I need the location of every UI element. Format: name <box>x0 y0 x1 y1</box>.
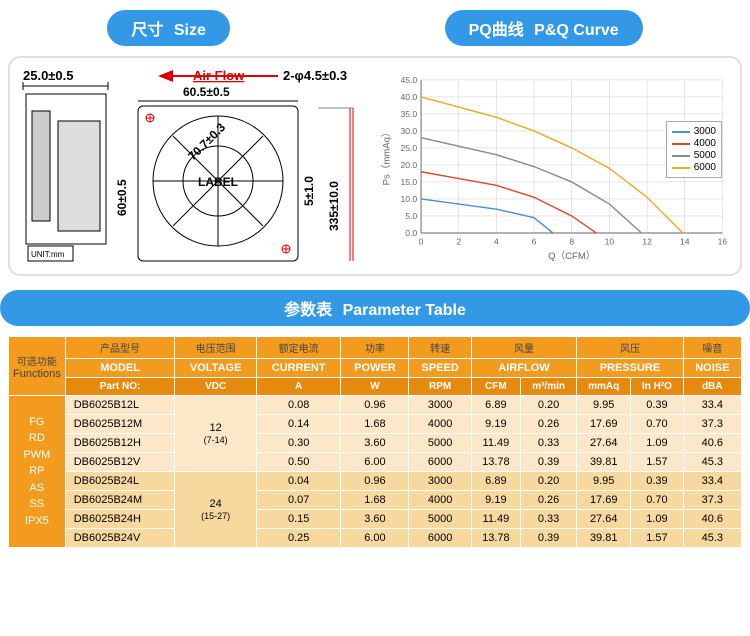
svg-text:45.0: 45.0 <box>400 75 417 85</box>
mechanical-drawing: 25.0±0.5 UNIT:mm Air Flow 2-φ4.5±0.3 60.… <box>18 66 378 266</box>
legend-item: 4000 <box>672 138 716 149</box>
param-cn: 参数表 <box>284 302 332 319</box>
svg-text:20.0: 20.0 <box>400 160 417 170</box>
svg-text:16: 16 <box>718 236 728 246</box>
svg-text:8: 8 <box>569 236 574 246</box>
legend-item: 6000 <box>672 162 716 173</box>
svg-text:6: 6 <box>532 236 537 246</box>
svg-text:25.0: 25.0 <box>400 143 417 153</box>
svg-text:5.0: 5.0 <box>405 211 417 221</box>
dim-right: 5±1.0 <box>302 176 316 206</box>
legend-item: 3000 <box>672 126 716 137</box>
top-headers: 尺寸 Size PQ曲线 P&Q Curve <box>0 0 750 56</box>
parameter-table: 可选功能Functions产品型号电压范围额定电流功率转速风量风压噪音MODEL… <box>8 336 742 548</box>
pq-chart: 0 2 4 6 8 10 12 14 16 0.0 5.0 10.0 15.0 20.0 25.0 30.0 3… <box>378 66 732 266</box>
dim-left: 25.0±0.5 <box>23 68 74 83</box>
drawing-svg: 25.0±0.5 UNIT:mm Air Flow 2-φ4.5±0.3 60.… <box>18 66 378 266</box>
svg-text:15.0: 15.0 <box>400 177 417 187</box>
dim-lead: 335±10.0 <box>327 181 341 231</box>
pq-cn: PQ曲线 <box>469 22 524 39</box>
param-en: Parameter Table <box>343 302 466 319</box>
svg-text:10.0: 10.0 <box>400 194 417 204</box>
svg-text:40.0: 40.0 <box>400 92 417 102</box>
dim-top: 2-φ4.5±0.3 <box>283 68 347 83</box>
svg-text:Ps（mmAq）: Ps（mmAq） <box>380 128 392 186</box>
svg-text:10: 10 <box>605 236 615 246</box>
unit-label: UNIT:mm <box>31 250 65 259</box>
pq-pill: PQ曲线 P&Q Curve <box>445 10 643 46</box>
svg-text:30.0: 30.0 <box>400 126 417 136</box>
size-en: Size <box>174 22 206 39</box>
svg-text:Q（CFM）: Q（CFM） <box>548 250 595 262</box>
top-section: 25.0±0.5 UNIT:mm Air Flow 2-φ4.5±0.3 60.… <box>8 56 742 276</box>
pq-en: P&Q Curve <box>534 22 618 39</box>
dim-mid: 60.5±0.5 <box>183 85 230 99</box>
svg-text:0.0: 0.0 <box>405 228 417 238</box>
legend-item: 5000 <box>672 150 716 161</box>
svg-text:14: 14 <box>680 236 690 246</box>
svg-text:4: 4 <box>494 236 499 246</box>
svg-text:12: 12 <box>642 236 652 246</box>
dim-h: 60±0.5 <box>115 179 129 216</box>
size-cn: 尺寸 <box>131 22 163 39</box>
chart-legend: 3000400050006000 <box>666 121 722 178</box>
param-pill: 参数表 Parameter Table <box>0 290 750 326</box>
svg-text:0: 0 <box>419 236 424 246</box>
size-pill: 尺寸 Size <box>107 10 229 46</box>
param-header: 参数表 Parameter Table <box>0 276 750 336</box>
svg-text:2: 2 <box>456 236 461 246</box>
svg-text:35.0: 35.0 <box>400 109 417 119</box>
